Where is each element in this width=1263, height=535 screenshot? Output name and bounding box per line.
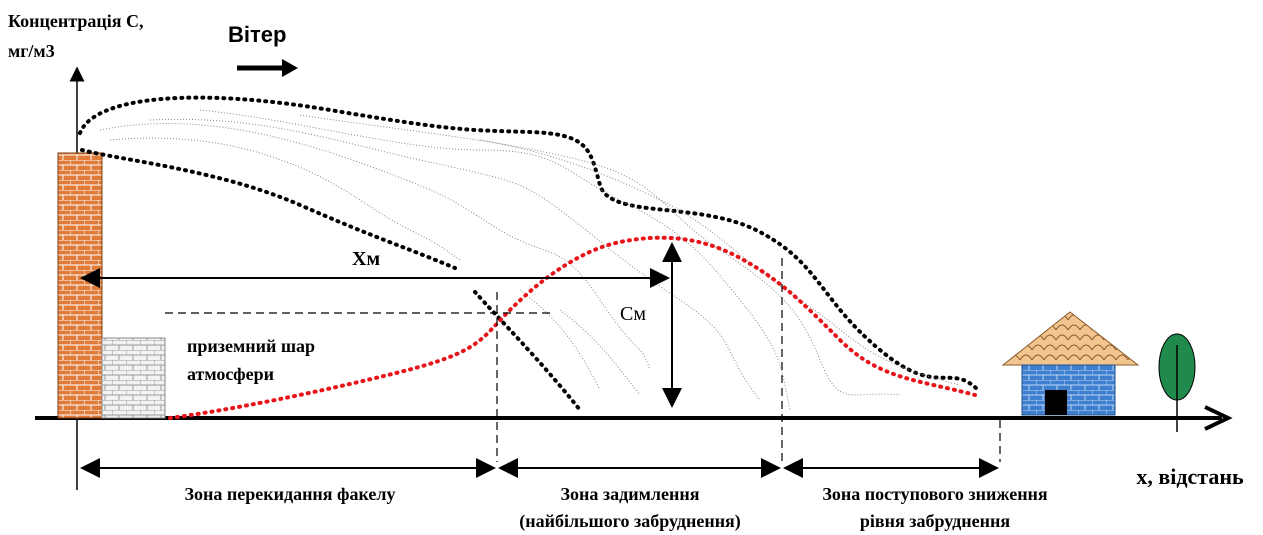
xm-label: Хм xyxy=(352,248,380,270)
diagram: Концентрація С, мг/м3 Вітер Хм См призем… xyxy=(0,0,1263,535)
zone-label: Зона перекидання факелу xyxy=(184,484,395,504)
factory xyxy=(102,338,165,418)
wind-label: Вітер xyxy=(228,22,286,47)
plume-bottom xyxy=(82,150,455,268)
zone-label: рівня забруднення xyxy=(860,511,1010,531)
zone-label: Зона поступового зниження xyxy=(822,484,1048,504)
cm-label: См xyxy=(620,303,646,325)
y-label: мг/м3 xyxy=(8,41,55,61)
zone-label: (найбільшого забруднення) xyxy=(519,511,741,532)
wind-arrow-head xyxy=(282,59,298,77)
layer-label: атмосфери xyxy=(187,364,274,384)
x-label: х, відстань xyxy=(1136,464,1244,489)
zone-label: Зона задимлення xyxy=(561,484,700,504)
layer-label: приземний шар xyxy=(187,336,315,356)
y-label: Концентрація С, xyxy=(8,11,143,31)
house xyxy=(1022,365,1115,415)
chimney xyxy=(58,153,102,418)
house-roof xyxy=(1003,312,1138,365)
house-door xyxy=(1045,390,1067,415)
plume-bottom xyxy=(475,292,580,410)
